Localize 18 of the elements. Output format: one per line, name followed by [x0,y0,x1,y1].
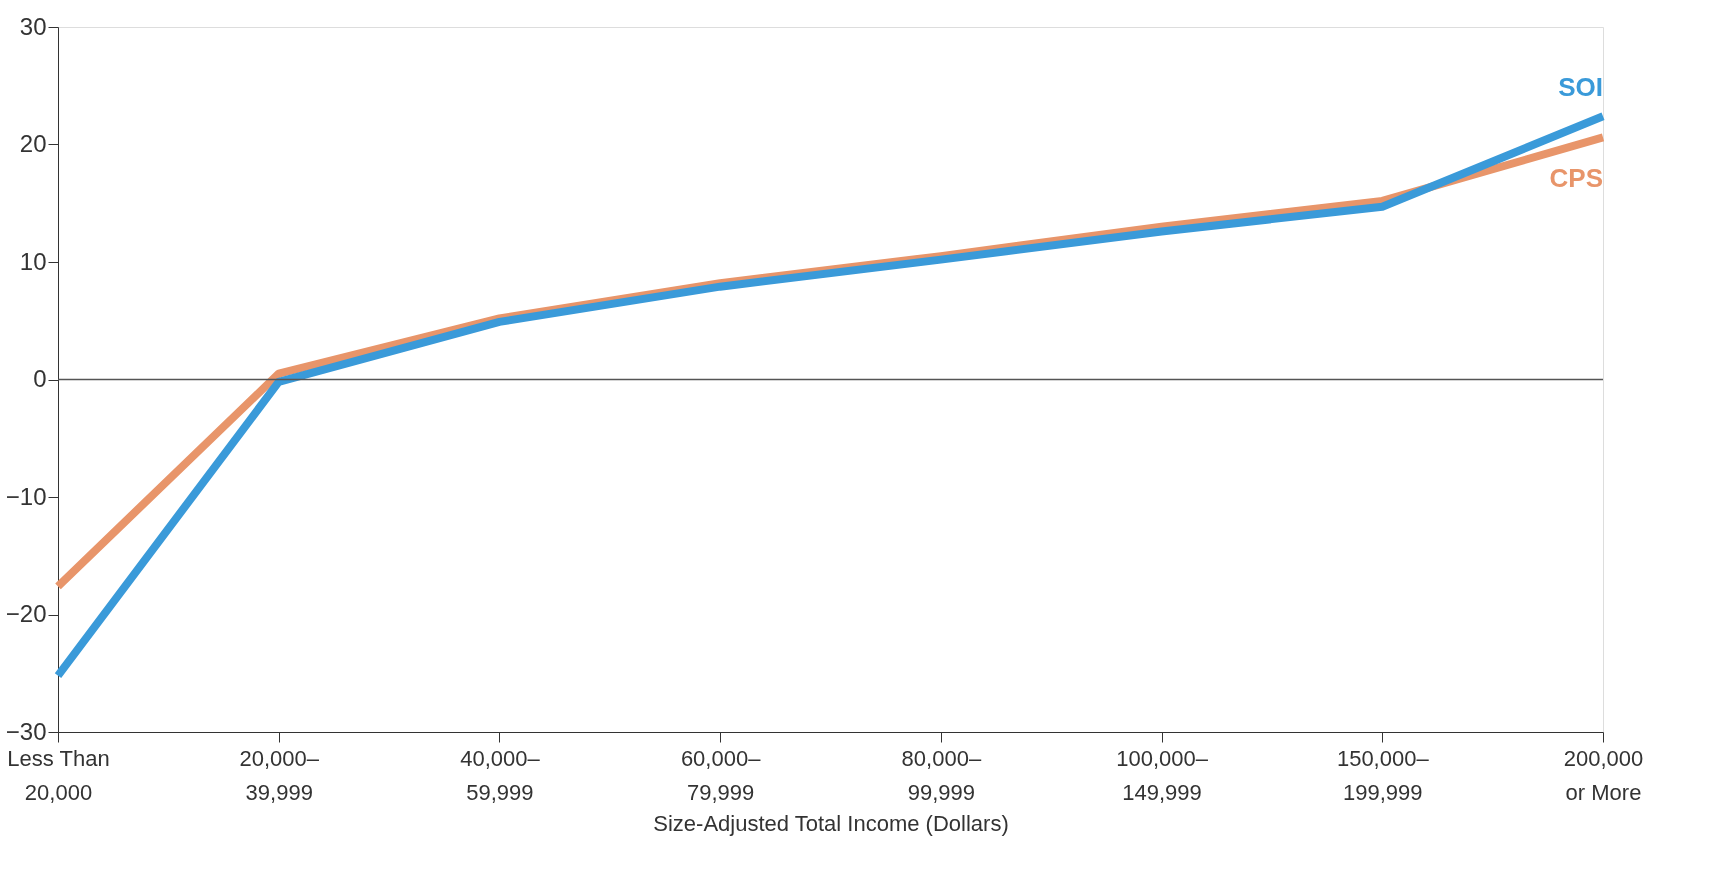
y-tick-label: 30 [19,12,47,40]
series-label: SOI [1558,72,1603,103]
y-tick-label: 10 [19,247,47,275]
x-tick-label: 20,000– 39,999 [239,745,320,805]
x-axis-title: Size-Adjusted Total Income (Dollars) [653,810,1009,836]
series-label: CPS [1549,163,1603,194]
x-tick-label: 40,000– 59,999 [460,745,541,805]
y-tick-label: 20 [19,130,47,157]
x-tick-label: 200,000 or More [1563,745,1644,805]
x-tick-label: 100,000– 149,999 [1116,745,1209,805]
y-tick-label: −20 [5,600,47,627]
y-tick-label: −10 [5,482,47,510]
x-tick-label: Less Than 20,000 [7,745,110,805]
y-tick-label: 0 [33,365,47,392]
y-tick-label: −30 [5,717,47,745]
x-tick-label: 60,000– 79,999 [680,745,762,805]
x-tick-label: 80,000– 99,999 [901,745,982,805]
x-tick-label: 150,000– 199,999 [1336,745,1430,805]
